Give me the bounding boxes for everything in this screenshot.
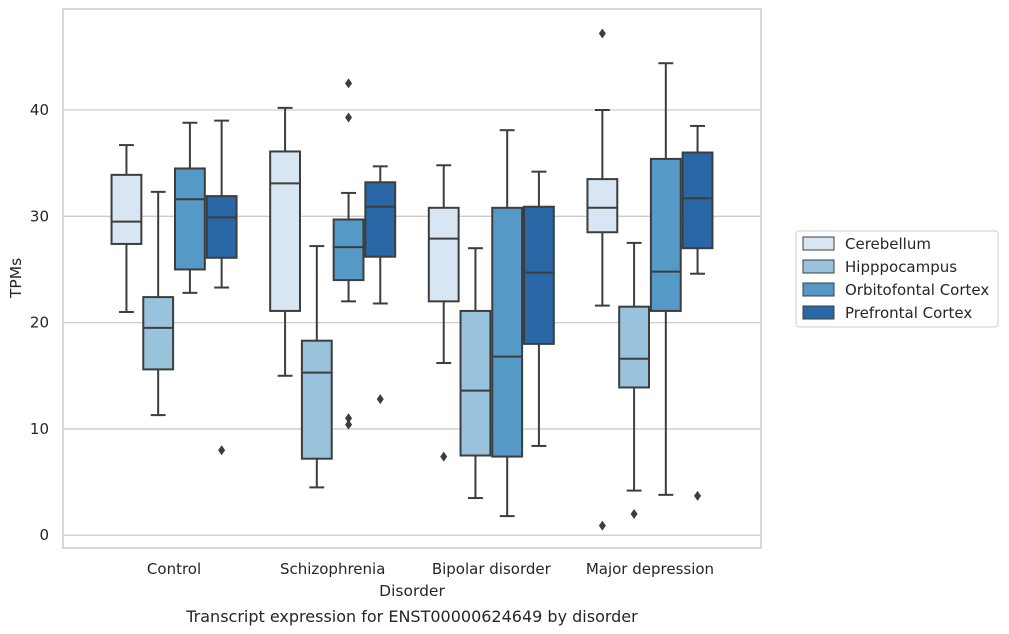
legend-swatch xyxy=(802,305,835,320)
y-tick-label: 30 xyxy=(30,207,49,225)
x-tick-label: Control xyxy=(147,560,201,578)
legend-frame xyxy=(795,230,999,328)
legend: Cerebellum Hipppocampus Orbitofontal Corte… xyxy=(795,230,999,328)
y-axis-ticks: 0 10 20 30 40 xyxy=(30,101,49,544)
legend-label: Cerebellum xyxy=(845,235,931,253)
outlier-point xyxy=(218,445,226,456)
box-body xyxy=(300,339,333,460)
outlier-point xyxy=(630,508,638,519)
y-tick-label: 0 xyxy=(39,526,49,544)
box-body xyxy=(205,195,238,259)
box-orbitofontal-cortex xyxy=(491,129,524,518)
outlier-point xyxy=(376,394,384,405)
legend-label: Hipppocampus xyxy=(845,258,957,276)
box-orbitofontal-cortex xyxy=(173,121,206,294)
outlier-point xyxy=(440,451,448,462)
box-cerebellum xyxy=(586,28,619,531)
box-hipppocampus xyxy=(300,245,333,489)
y-tick-label: 10 xyxy=(30,420,49,438)
x-tick-label: Major depression xyxy=(586,560,714,578)
box-prefrontal-cortex xyxy=(681,124,714,501)
legend-label: Prefrontal Cortex xyxy=(845,304,972,322)
box-hipppocampus xyxy=(459,247,492,500)
box-body xyxy=(332,218,365,282)
box-cerebellum xyxy=(269,106,302,377)
box-body xyxy=(427,206,460,303)
legend-swatch xyxy=(802,236,835,251)
box-orbitofontal-cortex xyxy=(332,78,365,430)
box-plot-area xyxy=(110,28,714,531)
box-body xyxy=(586,178,619,234)
x-axis-ticks: Control Schizophrenia Bipolar disorder Majo… xyxy=(147,560,714,578)
box-body xyxy=(649,157,682,312)
box-cerebellum xyxy=(110,144,143,313)
x-axis-label: Disorder xyxy=(379,582,445,600)
x-tick-label: Schizophrenia xyxy=(280,560,385,578)
box-body xyxy=(491,206,524,458)
outlier-point xyxy=(345,78,353,89)
box-orbitofontal-cortex xyxy=(649,62,682,496)
box-body xyxy=(142,296,175,371)
box-body xyxy=(364,181,397,258)
plot-frame xyxy=(62,8,762,549)
box-body xyxy=(681,151,714,250)
box-prefrontal-cortex xyxy=(522,170,555,447)
box-body xyxy=(110,173,143,245)
y-axis-label: TPMs xyxy=(7,258,25,299)
outlier-point xyxy=(598,520,606,531)
y-tick-label: 40 xyxy=(30,101,49,119)
box-body xyxy=(269,150,302,312)
box-body xyxy=(522,205,555,345)
box-cerebellum xyxy=(427,164,460,462)
outlier-point xyxy=(345,413,353,424)
x-tick-label: Bipolar disorder xyxy=(432,560,552,578)
outlier-point xyxy=(345,112,353,123)
box-prefrontal-cortex xyxy=(205,119,238,456)
box-hipppocampus xyxy=(618,241,651,519)
legend-swatch xyxy=(802,282,835,297)
legend-label: Orbitofontal Cortex xyxy=(845,281,989,299)
outlier-point xyxy=(694,490,702,501)
legend-swatch xyxy=(802,259,835,274)
box-prefrontal-cortex xyxy=(364,165,397,405)
outlier-point xyxy=(345,419,353,430)
box-hipppocampus xyxy=(142,190,175,417)
box-body xyxy=(618,305,651,389)
outlier-point xyxy=(598,28,606,39)
y-tick-label: 20 xyxy=(30,314,49,332)
box-body xyxy=(173,167,206,271)
chart-caption: Transcript expression for ENST0000062464… xyxy=(185,607,638,626)
box-body xyxy=(459,309,492,457)
